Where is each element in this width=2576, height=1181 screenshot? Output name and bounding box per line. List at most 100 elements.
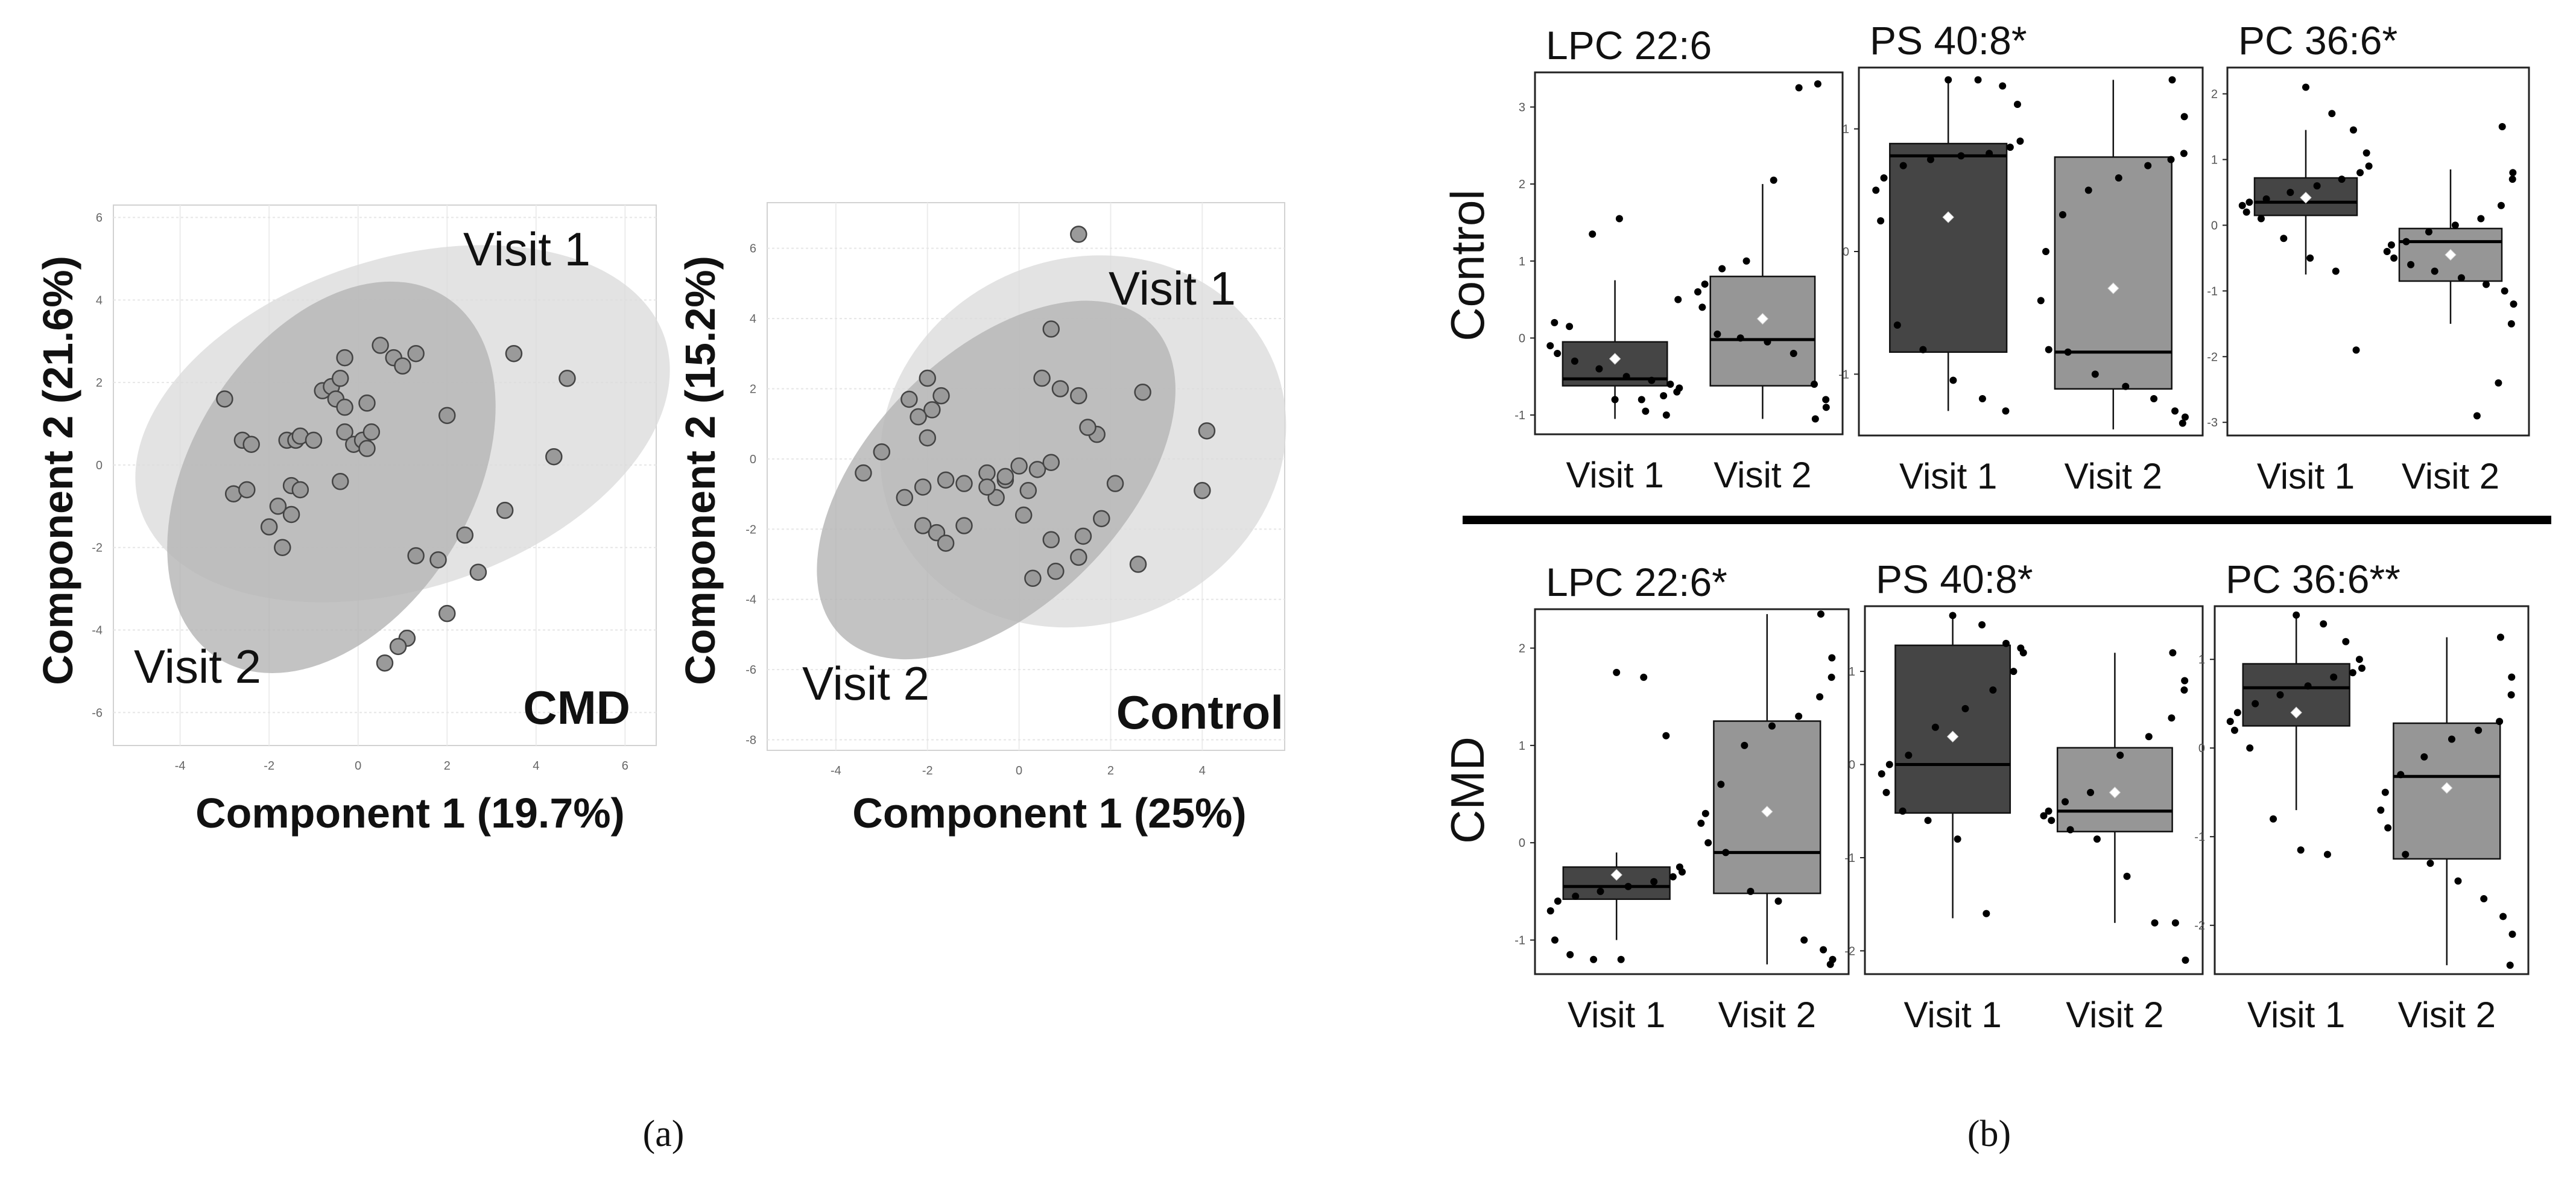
- box-cmd-ps-jitter-point: [1954, 835, 1961, 843]
- pca-control-point: [955, 517, 973, 534]
- pca-cmd-point: [372, 337, 389, 354]
- box-cmd-pc-jitter-point: [2420, 753, 2428, 761]
- pca-cmd-point: [469, 563, 487, 581]
- pca-cmd-point: [216, 390, 233, 408]
- pca-cmd-point: [331, 473, 349, 490]
- box-control-lpc-jitter-point: [1674, 296, 1682, 303]
- pca-control-xtick: 4: [1199, 764, 1206, 777]
- box-control-pc-jitter-point: [2332, 267, 2340, 275]
- box-cmd-pc-jitter-point: [2377, 806, 2385, 814]
- pca-cmd-point: [305, 431, 323, 449]
- box-cmd-pc-jitter-point: [2480, 895, 2488, 903]
- pca-control-ytick: -8: [745, 734, 756, 747]
- box-control-pc-jitter-point: [2238, 201, 2246, 209]
- pca-control-xtick: -2: [922, 764, 933, 777]
- box-control-lpc-jitter-point: [1615, 215, 1623, 223]
- box-control-lpc-ytick: 2: [1519, 178, 1525, 191]
- box-control-lpc-jitter-point: [1714, 331, 1721, 338]
- box-control-pc-ytick: 2: [2211, 88, 2218, 101]
- box-control-ps-mean-marker: [2107, 282, 2119, 294]
- box-control-lpc: LPC 22:6 -1 0 1 2 3 Visit 1 Visit 2: [1514, 23, 1844, 495]
- box-cmd-pc-jitter-point: [2355, 656, 2363, 663]
- box-control-pc-jitter-point: [2508, 176, 2516, 183]
- box-cmd-ps-jitter-point: [1961, 704, 1969, 712]
- box-control-ps-jitter-point: [2045, 346, 2052, 353]
- box-control-ps-ytick: 1: [1843, 123, 1849, 136]
- box-cmd-lpc-jitter-point: [1697, 819, 1705, 827]
- box-control-ps-jitter-point: [1978, 395, 1986, 402]
- box-control-pc-jitter-point: [2497, 201, 2505, 209]
- pca-control-point: [855, 464, 872, 482]
- box-cmd-lpc-jitter-point: [1546, 907, 1554, 915]
- box-cmd-pc-jitter-point: [2508, 930, 2516, 938]
- box-cmd-pc-jitter-point: [2496, 633, 2504, 641]
- pca-cmd-ytick: 0: [96, 459, 103, 472]
- box-control-pc-jitter-point: [2245, 198, 2253, 206]
- pca-control-xtick: -4: [831, 764, 841, 777]
- pca-control-point: [978, 478, 996, 496]
- box-control-pc-jitter-point: [2349, 126, 2357, 134]
- box-control-pc-ytick: -2: [2207, 350, 2218, 364]
- box-cmd-pc-ytick: 1: [2198, 653, 2205, 666]
- pca-control-title: Control: [1116, 686, 1283, 739]
- pca-control-ytick: 6: [750, 242, 756, 256]
- box-cmd-lpc-jitter-point: [1774, 898, 1782, 905]
- box-cmd-ps-jitter-point: [2171, 919, 2179, 927]
- pca-control-point: [932, 387, 950, 405]
- box-cmd-lpc-jitter-point: [1590, 955, 1598, 963]
- box-control-lpc-jitter-point: [1662, 411, 1670, 419]
- box-cmd-lpc-jitter-point: [1572, 892, 1580, 900]
- pca-cmd-point: [429, 551, 447, 569]
- box-cmd-lpc-jitter-point: [1704, 839, 1712, 847]
- box-cmd-pc-jitter-point: [2358, 664, 2366, 672]
- box-control-ps-jitter-point: [2181, 413, 2189, 421]
- box-cmd-pc-jitter-point: [2226, 718, 2234, 726]
- pca-control-point: [1070, 226, 1087, 243]
- box-cmd-pc-jitter-point: [2349, 669, 2356, 677]
- box-cmd-pc-jitter-point: [2297, 846, 2305, 854]
- pca-control-xlabel: Component 1 (25%): [852, 790, 1246, 837]
- pca-cmd-point: [269, 498, 287, 515]
- box-control-ps-jitter-point: [2122, 382, 2130, 390]
- box-control-lpc-jitter-point: [1642, 407, 1650, 415]
- pca-control-annotation-visit1: Visit 1: [1109, 262, 1236, 315]
- box-control-pc-jitter-point: [2473, 412, 2481, 420]
- box-control-pc-ytick: -1: [2207, 285, 2218, 298]
- box-cmd-pc-ytick: -1: [2194, 831, 2205, 844]
- pca-cmd-point: [505, 344, 523, 363]
- box-cmd-pc-jitter-point: [2342, 638, 2350, 645]
- box-control-lpc-title: LPC 22:6: [1546, 23, 1712, 68]
- pca-control-point: [937, 534, 955, 552]
- box-cmd-lpc-jitter-point: [1826, 960, 1834, 968]
- pca-control-point: [1051, 380, 1069, 397]
- box-cmd-ps-ytick: -2: [1844, 945, 1855, 958]
- box-control-pc-jitter-point: [2507, 320, 2515, 328]
- pca-cmd-point: [336, 398, 353, 416]
- box-cmd-ps-ytick: 1: [1849, 665, 1855, 679]
- box-control-ps-jitter-point: [1986, 150, 1993, 157]
- box-cmd-lpc-title: LPC 22:6*: [1546, 560, 1727, 604]
- box-control-lpc-mean-marker: [1609, 353, 1621, 365]
- box-cmd-ps-jitter-point: [2169, 649, 2177, 657]
- box-control-pc-ytick: 1: [2211, 154, 2218, 167]
- pca-control-ytick: -2: [745, 523, 756, 536]
- box-control-lpc-jitter-point: [1811, 415, 1819, 423]
- pca-control-point: [914, 517, 932, 534]
- box-cmd-lpc-ytick: 1: [1519, 739, 1525, 753]
- box-control-ps-jitter-point: [2167, 156, 2175, 163]
- box-control-lpc-jitter-point: [1790, 349, 1797, 357]
- pca-cmd-point: [331, 370, 349, 387]
- box-cmd-ps-jitter-point: [1878, 770, 1885, 777]
- box-cmd-pc-jitter-point: [2252, 700, 2259, 708]
- box-cmd-pc-jitter-point: [2381, 788, 2389, 796]
- box-cmd-lpc-xlabel: Visit 1: [1568, 995, 1665, 1035]
- box-cmd-ps-jitter-point: [2010, 668, 2017, 676]
- box-control-lpc-jitter-point: [1811, 381, 1818, 388]
- box-cmd-ps-jitter-point: [2093, 835, 2101, 843]
- pca-cmd-point: [456, 526, 474, 544]
- pca-cmd-xtick: -4: [175, 759, 186, 773]
- box-cmd-ps-jitter-point: [1978, 621, 1986, 628]
- box-control-ps-ytick: -1: [1838, 368, 1849, 381]
- pca-cmd-point: [545, 448, 563, 466]
- box-cmd-lpc-jitter-point: [1717, 780, 1725, 788]
